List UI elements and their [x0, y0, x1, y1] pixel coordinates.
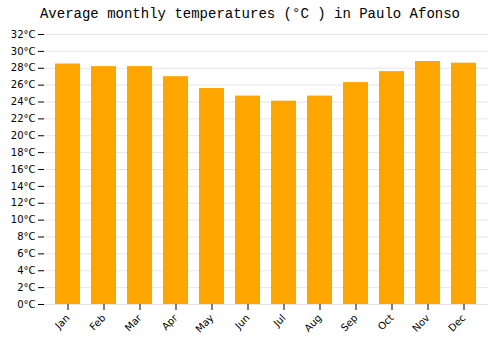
svg-text:20°C: 20°C — [11, 130, 36, 141]
svg-text:Aug: Aug — [302, 312, 324, 334]
svg-text:12°C: 12°C — [11, 197, 36, 208]
svg-text:Nov: Nov — [410, 312, 432, 334]
svg-text:2°C: 2°C — [17, 282, 35, 293]
svg-text:Jul: Jul — [271, 312, 288, 329]
svg-text:16°C: 16°C — [11, 164, 36, 175]
html-text:Average monthly temperatures (: Average monthly temperatures (°C ) in Pa… — [40, 6, 460, 22]
svg-text:14°C: 14°C — [11, 181, 36, 192]
svg-text:0°C: 0°C — [17, 299, 35, 310]
svg-text:32°C: 32°C — [11, 29, 36, 40]
svg-text:Jun: Jun — [232, 312, 252, 332]
svg-text:8°C: 8°C — [17, 231, 35, 242]
svg-text:Dec: Dec — [446, 312, 467, 333]
svg-text:30°C: 30°C — [11, 46, 36, 57]
svg-text:10°C: 10°C — [11, 214, 36, 225]
svg-text:Oct: Oct — [376, 312, 396, 332]
svg-text:24°C: 24°C — [11, 96, 36, 107]
svg-text:4°C: 4°C — [17, 265, 35, 276]
svg-text:Mar: Mar — [123, 312, 145, 334]
svg-text:28°C: 28°C — [11, 62, 36, 73]
svg-text:22°C: 22°C — [11, 113, 36, 124]
svg-text:6°C: 6°C — [17, 248, 35, 259]
svg-text:Jan: Jan — [52, 312, 71, 331]
svg-text:18°C: 18°C — [11, 147, 36, 158]
svg-text:Apr: Apr — [160, 312, 181, 333]
svg-text:May: May — [193, 312, 215, 334]
svg-text:Sep: Sep — [339, 312, 360, 333]
svg-text:26°C: 26°C — [11, 79, 36, 90]
svg-text:Feb: Feb — [87, 312, 107, 332]
